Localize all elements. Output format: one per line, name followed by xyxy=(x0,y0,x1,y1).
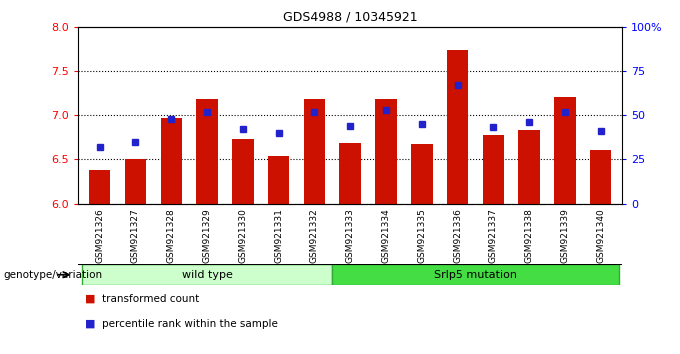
Text: GSM921331: GSM921331 xyxy=(274,208,283,263)
Text: GSM921335: GSM921335 xyxy=(418,208,426,263)
Bar xyxy=(82,264,333,285)
Bar xyxy=(160,118,182,204)
Text: percentile rank within the sample: percentile rank within the sample xyxy=(102,319,278,329)
Text: Srlp5 mutation: Srlp5 mutation xyxy=(434,270,517,280)
Text: GDS4988 / 10345921: GDS4988 / 10345921 xyxy=(283,11,418,24)
Text: GSM921332: GSM921332 xyxy=(310,208,319,263)
Text: GSM921327: GSM921327 xyxy=(131,208,140,263)
Text: GSM921333: GSM921333 xyxy=(345,208,355,263)
Bar xyxy=(268,156,290,204)
Text: GSM921337: GSM921337 xyxy=(489,208,498,263)
Text: GSM921329: GSM921329 xyxy=(203,208,211,263)
Text: GSM921328: GSM921328 xyxy=(167,208,175,263)
Bar xyxy=(89,170,110,204)
Text: GSM921334: GSM921334 xyxy=(381,208,390,263)
Text: GSM921338: GSM921338 xyxy=(525,208,534,263)
Text: ■: ■ xyxy=(85,319,95,329)
Bar xyxy=(483,136,504,204)
Bar xyxy=(124,159,146,204)
Bar xyxy=(411,144,432,204)
Bar xyxy=(304,99,325,204)
Bar xyxy=(197,99,218,204)
Text: GSM921330: GSM921330 xyxy=(238,208,248,263)
Bar xyxy=(333,264,619,285)
Text: GSM921336: GSM921336 xyxy=(453,208,462,263)
Text: transformed count: transformed count xyxy=(102,294,199,304)
Text: genotype/variation: genotype/variation xyxy=(3,270,103,280)
Bar xyxy=(375,99,396,204)
Bar xyxy=(590,150,611,204)
Bar xyxy=(339,143,361,204)
Text: ■: ■ xyxy=(85,294,95,304)
Bar xyxy=(518,130,540,204)
Text: GSM921326: GSM921326 xyxy=(95,208,104,263)
Bar xyxy=(554,97,576,204)
Bar xyxy=(447,50,469,204)
Text: GSM921340: GSM921340 xyxy=(596,208,605,263)
Bar xyxy=(232,139,254,204)
Text: wild type: wild type xyxy=(182,270,233,280)
Text: GSM921339: GSM921339 xyxy=(560,208,569,263)
